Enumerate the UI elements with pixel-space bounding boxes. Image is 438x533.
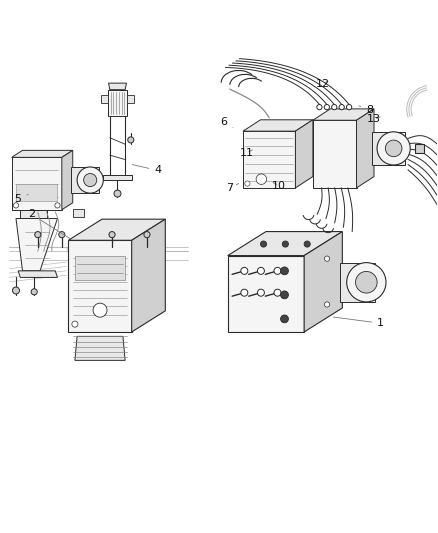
Circle shape [339,104,344,110]
Circle shape [332,104,337,110]
Circle shape [93,303,107,317]
Polygon shape [12,157,62,210]
Text: 10: 10 [272,181,286,191]
Circle shape [377,132,410,165]
Circle shape [128,137,134,143]
Polygon shape [16,219,57,271]
Polygon shape [68,240,132,332]
Polygon shape [304,231,343,332]
Circle shape [59,231,65,238]
Circle shape [281,267,288,275]
Circle shape [356,271,377,293]
Circle shape [325,256,330,261]
Circle shape [13,203,18,208]
Text: 2: 2 [28,209,71,239]
Text: 11: 11 [240,148,254,158]
Circle shape [324,104,329,110]
Circle shape [258,289,265,296]
Text: 13: 13 [367,115,381,124]
Text: 1: 1 [333,317,384,328]
Circle shape [241,268,248,274]
Circle shape [31,289,37,295]
Polygon shape [313,120,357,188]
Text: 4: 4 [132,165,162,175]
Circle shape [245,181,250,186]
Circle shape [258,268,265,274]
Polygon shape [357,109,374,188]
Circle shape [281,291,288,299]
Bar [16,183,57,201]
Text: 6: 6 [221,117,233,128]
Polygon shape [12,150,73,157]
Circle shape [347,263,386,302]
Bar [101,95,108,103]
Polygon shape [295,120,313,188]
Bar [71,167,99,193]
Polygon shape [228,256,304,332]
Bar [372,132,405,165]
Polygon shape [243,131,295,188]
Circle shape [114,190,121,197]
Circle shape [84,174,97,187]
Polygon shape [62,150,73,210]
Text: 7: 7 [226,183,239,193]
Circle shape [241,289,248,296]
Text: 12: 12 [316,79,330,89]
Bar [127,95,134,103]
Circle shape [35,231,41,238]
Text: 8: 8 [359,105,373,115]
Circle shape [385,140,402,157]
Text: 5: 5 [14,194,28,204]
Bar [75,256,125,280]
Circle shape [261,241,267,247]
Polygon shape [20,210,46,219]
Polygon shape [243,120,313,131]
Circle shape [304,241,310,247]
Circle shape [109,231,115,238]
Circle shape [77,167,103,193]
Circle shape [274,289,281,296]
Polygon shape [132,219,165,332]
Polygon shape [109,83,127,90]
Bar [415,144,424,153]
Circle shape [12,287,19,294]
Circle shape [283,241,288,247]
Circle shape [325,302,330,307]
Bar [73,209,84,217]
Polygon shape [18,271,57,277]
Bar [340,263,375,302]
Circle shape [346,104,352,110]
Circle shape [72,321,78,327]
Polygon shape [108,90,127,116]
Polygon shape [68,219,165,240]
Circle shape [317,104,322,110]
Circle shape [281,315,288,323]
Circle shape [55,203,60,208]
Circle shape [144,231,150,238]
Circle shape [274,268,281,274]
Polygon shape [313,109,374,120]
Circle shape [256,174,267,184]
Polygon shape [103,175,132,181]
Polygon shape [228,231,343,256]
Polygon shape [75,336,125,360]
